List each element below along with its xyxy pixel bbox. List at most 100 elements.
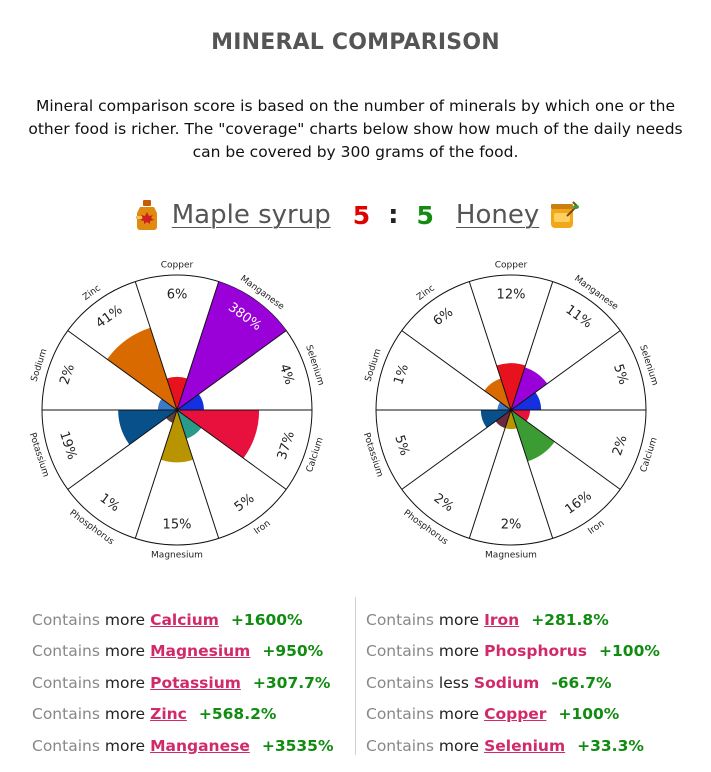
- row-word: more: [104, 705, 146, 724]
- value-label-magnesium: 15%: [163, 518, 192, 533]
- left-score: 5: [352, 200, 371, 230]
- coverage-chart-maple-syrup: Copper 6% Manganese 380% Selenium 4% Calcium 37…: [27, 255, 340, 565]
- wedge-magnesium: [160, 410, 194, 463]
- difference-value: -66.7%: [551, 673, 612, 692]
- wedge-potassium: [118, 410, 177, 445]
- difference-row: Contains more Magnesium +950%: [32, 636, 334, 668]
- difference-value: +950%: [262, 642, 324, 661]
- sector-divider: [401, 409, 512, 490]
- maple-syrup-bottle-icon: [130, 198, 164, 232]
- wedge-potassium: [480, 410, 511, 428]
- wedge-copper: [496, 363, 526, 410]
- mineral-link-copper[interactable]: Copper: [484, 705, 547, 724]
- value-label-sodium: 2%: [57, 362, 78, 386]
- wedge-phosphorus: [166, 410, 177, 423]
- score-comparison-row: Maple syrup 5 : 5 Honey: [0, 192, 711, 238]
- difference-value: +1600%: [230, 610, 303, 629]
- sector-divider: [510, 281, 554, 411]
- wedge-zinc: [107, 327, 177, 410]
- difference-value: +568.2%: [198, 705, 277, 724]
- difference-row: Contains more Zinc +568.2%: [32, 699, 334, 731]
- mineral-link-potassium[interactable]: Potassium: [150, 673, 241, 692]
- value-label-magnesium: 2%: [501, 518, 522, 533]
- sector-divider: [510, 409, 621, 490]
- score-separator: :: [388, 200, 399, 230]
- wedge-iron: [511, 410, 555, 462]
- food-link-maple-syrup[interactable]: Maple syrup: [171, 200, 331, 230]
- row-prefix: Contains: [32, 705, 100, 724]
- value-label-selenium: 4%: [276, 362, 297, 386]
- row-prefix: Contains: [366, 736, 434, 755]
- value-label-copper: 6%: [167, 288, 188, 303]
- difference-row: Contains more Phosphorus +100%: [366, 636, 660, 668]
- sector-divider: [176, 409, 220, 539]
- difference-row: Contains more Potassium +307.7%: [32, 667, 334, 699]
- row-prefix: Contains: [366, 705, 434, 724]
- column-divider: [355, 597, 356, 755]
- sector-divider: [176, 409, 287, 490]
- mineral-link-magnesium[interactable]: Magnesium: [150, 642, 251, 661]
- wedge-calcium: [177, 410, 260, 459]
- difference-value: +33.3%: [577, 736, 644, 755]
- category-label-iron: Iron: [587, 519, 607, 537]
- difference-value: +100%: [558, 705, 620, 724]
- value-label-calcium: 2%: [610, 433, 631, 457]
- difference-row: Contains more Copper +100%: [366, 699, 660, 731]
- wedge-calcium: [511, 410, 531, 422]
- row-word: more: [438, 642, 480, 661]
- mineral-link-manganese[interactable]: Manganese: [150, 736, 250, 755]
- mineral-link-selenium[interactable]: Selenium: [484, 736, 566, 755]
- row-word: less: [438, 673, 469, 692]
- sector-divider: [176, 281, 220, 411]
- coverage-chart-honey: Copper 12% Manganese 11% Selenium 5% Calcium 2%…: [361, 255, 674, 565]
- difference-value: +100%: [599, 642, 660, 661]
- difference-value: +3535%: [261, 736, 334, 755]
- category-label-magnesium: Magnesium: [151, 551, 203, 561]
- mineral-link-iron[interactable]: Iron: [484, 610, 520, 629]
- mineral-link-calcium[interactable]: Calcium: [150, 610, 219, 629]
- sector-divider: [176, 330, 287, 411]
- row-prefix: Contains: [32, 610, 100, 629]
- row-word: more: [104, 642, 146, 661]
- food-link-honey[interactable]: Honey: [455, 200, 540, 230]
- wedge-selenium: [511, 392, 542, 410]
- sector-divider: [134, 409, 178, 539]
- row-prefix: Contains: [32, 736, 100, 755]
- sector-divider: [401, 330, 512, 411]
- row-prefix: Contains: [32, 642, 100, 661]
- row-prefix: Contains: [32, 673, 100, 692]
- mineral-link-zinc[interactable]: Zinc: [150, 705, 187, 724]
- wedge-magnesium: [505, 410, 517, 430]
- difference-value: +281.8%: [531, 610, 609, 629]
- wedge-phosphorus: [495, 410, 511, 429]
- category-label-copper: Copper: [495, 261, 528, 271]
- row-word: more: [438, 705, 480, 724]
- row-word: more: [104, 736, 146, 755]
- sector-divider: [468, 409, 512, 539]
- value-label-selenium: 5%: [610, 362, 631, 386]
- row-prefix: Contains: [366, 610, 434, 629]
- honey-jar-icon: [547, 198, 581, 232]
- wedge-sodium: [157, 398, 177, 410]
- value-label-potassium: 5%: [391, 433, 412, 457]
- left-differences-list: Contains more Calcium +1600% Contains mo…: [32, 604, 334, 762]
- wedge-selenium: [177, 394, 204, 410]
- wedge-zinc: [484, 378, 511, 410]
- row-prefix: Contains: [366, 673, 434, 692]
- difference-row: Contains more Calcium +1600%: [32, 604, 334, 636]
- wedge-manganese: [177, 281, 287, 410]
- row-word: more: [438, 610, 480, 629]
- category-label-iron: Iron: [253, 519, 273, 537]
- wedge-iron: [177, 410, 202, 439]
- category-label-copper: Copper: [161, 261, 194, 271]
- sector-divider: [67, 330, 178, 411]
- wedge-manganese: [511, 367, 548, 410]
- value-label-sodium: 1%: [391, 362, 412, 386]
- sector-divider: [510, 330, 621, 411]
- mineral-label-phosphorus: Phosphorus: [484, 642, 588, 661]
- right-differences-list: Contains more Iron +281.8% Contains more…: [366, 604, 660, 762]
- difference-value: +307.7%: [252, 673, 331, 692]
- difference-row: Contains more Selenium +33.3%: [366, 730, 660, 762]
